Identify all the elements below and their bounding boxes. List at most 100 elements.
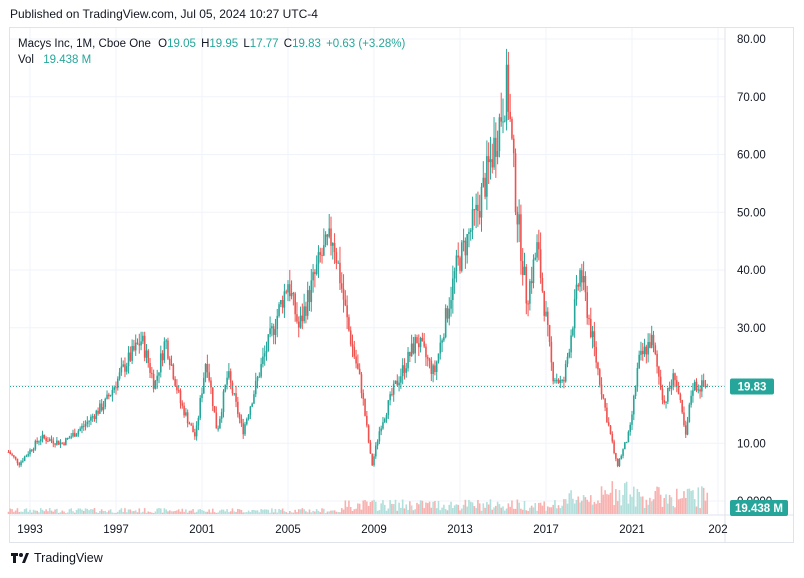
volume-bar (188, 510, 191, 514)
candle-body (434, 365, 436, 372)
candle-body (45, 438, 47, 442)
candle-body (509, 111, 511, 119)
last-volume-label: 19.438 M (730, 500, 788, 516)
candle-body (204, 364, 207, 378)
candle-body (190, 424, 193, 426)
volume-bar (570, 490, 572, 514)
volume-bar (514, 508, 517, 514)
volume-bar (165, 509, 167, 514)
candle-body (563, 380, 565, 382)
candle-body (588, 318, 590, 320)
volume-bar (278, 508, 280, 514)
candle-body (276, 315, 279, 330)
candle-body (595, 346, 597, 363)
volume-bar (446, 510, 449, 514)
candle-body (72, 432, 74, 437)
volume-bar (563, 499, 565, 514)
volume-bar (450, 501, 452, 514)
volume-bar (111, 512, 114, 514)
candle-body (116, 378, 119, 388)
candle-body (469, 230, 472, 232)
candle-body (251, 403, 253, 407)
volume-bar (116, 511, 119, 514)
volume-bar (299, 509, 302, 514)
volume-bar (598, 502, 601, 514)
candle-body (373, 456, 375, 466)
volume-bar (369, 501, 372, 514)
candle-body (93, 416, 96, 420)
candle-body (652, 334, 655, 346)
volume-bar (330, 510, 332, 514)
candle-body (43, 434, 46, 439)
candle-body (643, 346, 646, 355)
volume-bar (697, 487, 700, 514)
candle-body (131, 346, 133, 361)
volume-bar (95, 512, 98, 514)
candle-body (591, 331, 594, 338)
candle-body (219, 418, 221, 429)
volume-bar (340, 508, 343, 514)
volume-bar (199, 509, 202, 514)
volume-bar (142, 511, 144, 514)
volume-bar (25, 508, 28, 514)
candle-body (421, 337, 424, 342)
candle-body (59, 442, 62, 445)
candle-body (416, 337, 418, 344)
candle-body (86, 421, 89, 425)
candle-body (690, 395, 692, 405)
candle-body (480, 186, 483, 218)
candle-body (529, 281, 531, 304)
volume-bar (634, 506, 637, 514)
volume-bar (627, 503, 630, 514)
volume-bar (575, 499, 578, 514)
time-axis: 1993 1997 2001 2005 2009 2013 2017 2021 202 (17, 524, 727, 536)
legend-symbol: Macys Inc, 1M, Cboe One (18, 38, 151, 50)
candle-body (183, 405, 185, 416)
volume-bar (136, 512, 139, 514)
candle-body (201, 393, 203, 399)
volume-bar (323, 508, 325, 514)
volume-bar (693, 499, 696, 514)
candle-body (106, 394, 108, 399)
volume-bar (247, 510, 250, 514)
candle-body (48, 439, 51, 442)
candle-body (346, 305, 348, 318)
candle-body (186, 412, 189, 424)
volume-bar (604, 490, 606, 514)
volume-bar (439, 510, 442, 514)
legend-ohlc-row: Macys Inc, 1M, Cboe One O19.05 H19.95 L1… (18, 36, 405, 52)
volume-bar (675, 488, 678, 514)
candle-body (579, 270, 581, 287)
candle-body (154, 380, 157, 389)
candle-body (57, 440, 60, 445)
candle-body (280, 300, 282, 305)
volume-bar (235, 511, 237, 514)
candle-body (555, 379, 558, 381)
candle-body (391, 394, 393, 396)
volume-bar (213, 512, 216, 514)
volume-bar (618, 490, 621, 514)
volume-bar (50, 510, 53, 514)
candle-body (294, 293, 296, 315)
footer-brand[interactable]: TradingView (11, 551, 103, 565)
candle-body (679, 394, 682, 401)
candle-body (625, 442, 628, 444)
volume-bar (109, 509, 112, 514)
candle-body (14, 456, 17, 459)
volume-bar (204, 511, 207, 514)
candle-body (158, 372, 160, 376)
volume-bar (357, 503, 359, 514)
volume-bar (468, 499, 470, 514)
volume-bar (349, 507, 352, 514)
volume-bar (593, 501, 596, 514)
volume-bar (681, 498, 683, 514)
candle-body (572, 328, 574, 336)
candle-body (482, 177, 485, 187)
volume-bar (342, 509, 345, 514)
volume-bar (496, 501, 499, 514)
legend-close-value: 19.83 (292, 38, 321, 50)
candle-body (598, 369, 601, 385)
volume-bar (507, 503, 510, 514)
volume-bar (366, 501, 368, 514)
